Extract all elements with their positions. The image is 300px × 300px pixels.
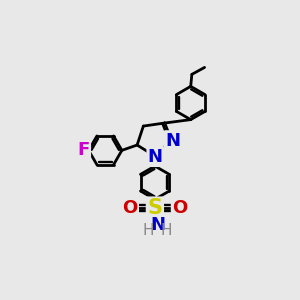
Text: F: F — [77, 141, 90, 159]
Text: O: O — [122, 199, 138, 217]
Text: H: H — [142, 223, 154, 238]
Text: O: O — [172, 199, 188, 217]
Text: N: N — [150, 216, 165, 234]
Text: N: N — [148, 148, 163, 166]
Text: S: S — [147, 198, 162, 218]
Text: N: N — [165, 132, 180, 150]
Text: H: H — [161, 223, 172, 238]
